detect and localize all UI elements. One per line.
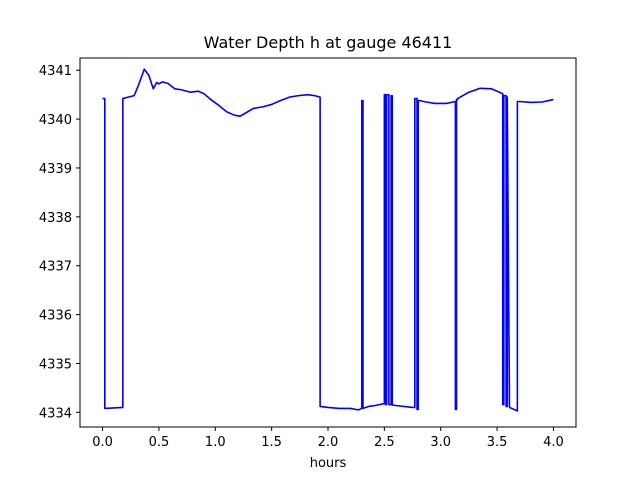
y-tick-label: 4341 (39, 64, 72, 79)
y-tick-label: 4340 (39, 113, 72, 128)
x-tick-label: 3.5 (487, 435, 508, 450)
x-tick-label: 0.0 (92, 435, 113, 450)
y-tick-label: 4338 (39, 211, 72, 226)
y-tick-label: 4336 (39, 309, 72, 324)
y-tick-label: 4337 (39, 260, 72, 275)
y-tick-label: 4339 (39, 162, 72, 177)
y-tick-label: 4335 (39, 357, 72, 372)
x-tick-label: 2.0 (318, 435, 339, 450)
x-tick-label: 3.0 (430, 435, 451, 450)
x-tick-label: 1.0 (205, 435, 226, 450)
x-axis-label: hours (310, 456, 347, 471)
chart-title: Water Depth h at gauge 46411 (204, 33, 453, 52)
y-axis-ticks: 4334 4335 4336 4337 4338 4339 4340 4341 (39, 64, 80, 421)
x-tick-label: 1.5 (261, 435, 282, 450)
x-tick-label: 4.0 (543, 435, 564, 450)
y-tick-label: 4334 (39, 406, 72, 421)
x-tick-label: 2.5 (374, 435, 395, 450)
axes-frame (79, 57, 577, 428)
x-axis-ticks: 0.0 0.5 1.0 1.5 2.0 2.5 3.0 3.5 4.0 (92, 427, 564, 450)
x-tick-label: 0.5 (149, 435, 170, 450)
plot-area (102, 68, 554, 412)
series-line (102, 68, 554, 412)
